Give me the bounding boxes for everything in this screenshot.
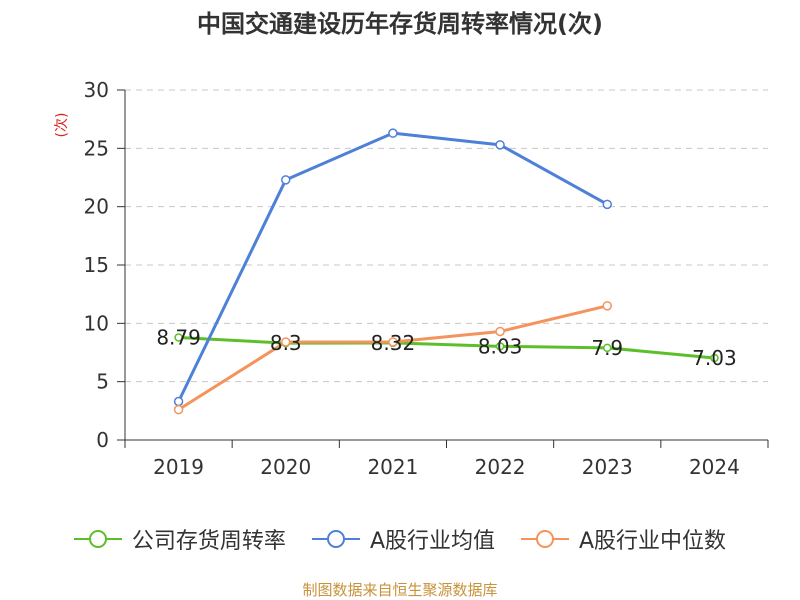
chart-title: 中国交通建设历年存货周转率情况(次) bbox=[197, 10, 603, 38]
y-tick-label: 0 bbox=[96, 428, 109, 452]
data-point-marker bbox=[173, 404, 184, 415]
y-tick-label: 10 bbox=[84, 311, 109, 335]
legend-line-circle-icon bbox=[73, 530, 122, 548]
legend-line-circle-icon bbox=[521, 530, 569, 548]
data-point-marker bbox=[495, 326, 505, 337]
legend-item-company-turnover[interactable]: 公司存货周转率 bbox=[73, 523, 286, 555]
data-point-marker bbox=[495, 342, 505, 351]
series-line bbox=[177, 304, 608, 411]
data-point-marker bbox=[710, 353, 719, 363]
grid-lines bbox=[125, 89, 768, 383]
data-label: 8.79 bbox=[156, 325, 201, 349]
legend-item-industry-mean[interactable]: A股行业均值 bbox=[311, 523, 495, 555]
y-tick-label: 15 bbox=[84, 253, 109, 277]
data-point-marker bbox=[173, 396, 184, 407]
series-line bbox=[178, 335, 715, 360]
x-tick-label: 2023 bbox=[582, 455, 633, 479]
data-label: 8.3 bbox=[270, 331, 302, 355]
y-axis-label: (次) bbox=[54, 113, 70, 138]
y-tick-label: 20 bbox=[84, 195, 109, 219]
x-tick-label: 2024 bbox=[689, 455, 740, 479]
x-tick-label: 2022 bbox=[475, 455, 526, 479]
axes: 0 5 10 15 20 25 30 2019 2020 2021 2022 2023 2024 bbox=[84, 78, 769, 479]
data-label: 8.03 bbox=[478, 334, 523, 358]
legend-label: A股行业中位数 bbox=[579, 529, 727, 554]
x-tick-label: 2019 bbox=[153, 455, 204, 479]
data-point-marker bbox=[388, 337, 398, 347]
data-point-marker bbox=[603, 343, 612, 353]
data-label: 7.03 bbox=[692, 346, 737, 370]
data-label: 7.9 bbox=[591, 336, 623, 360]
x-tick-label: 2021 bbox=[367, 455, 418, 479]
data-point-marker bbox=[602, 199, 612, 210]
series-line bbox=[177, 131, 608, 403]
x-tick-label: 2020 bbox=[260, 455, 311, 479]
legend-label: A股行业均值 bbox=[369, 529, 495, 554]
legend-label: 公司存货周转率 bbox=[131, 529, 286, 554]
data-point-marker bbox=[602, 301, 612, 311]
source-note: 制图数据来自恒生聚源数据库 bbox=[302, 581, 497, 599]
data-point-marker bbox=[495, 140, 505, 150]
data-label: 8.32 bbox=[371, 331, 416, 355]
data-point-marker bbox=[281, 175, 291, 185]
y-tick-label: 25 bbox=[84, 136, 109, 160]
data-labels: 8.79 8.3 8.32 8.03 7.9 7.03 bbox=[156, 325, 736, 370]
series-markers bbox=[173, 128, 719, 415]
series-lines bbox=[177, 131, 715, 411]
y-tick-label: 5 bbox=[96, 370, 109, 394]
y-tick-label: 30 bbox=[84, 78, 109, 102]
data-point-marker bbox=[281, 337, 291, 347]
data-point-marker bbox=[174, 333, 183, 342]
legend-line-circle-icon bbox=[311, 530, 360, 548]
legend: 公司存货周转率 A股行业均值 A股行业中位数 bbox=[0, 523, 800, 555]
legend-item-industry-median[interactable]: A股行业中位数 bbox=[521, 523, 726, 555]
data-point-marker bbox=[388, 128, 398, 138]
